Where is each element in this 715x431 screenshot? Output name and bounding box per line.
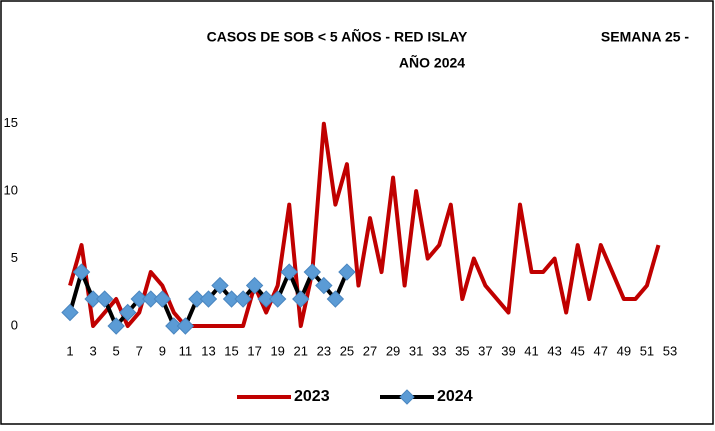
chart-title: AÑO 2024 (399, 54, 465, 71)
y-tick-label: 15 (4, 115, 18, 130)
x-tick-label: 49 (617, 343, 631, 358)
x-tick-label: 19 (270, 343, 284, 358)
x-tick-label: 21 (294, 343, 308, 358)
data-point (234, 290, 252, 308)
data-point (165, 317, 183, 335)
x-tick-label: 35 (455, 343, 469, 358)
x-tick-label: 23 (317, 343, 331, 358)
legend-label: 2023 (294, 388, 330, 405)
data-point (292, 290, 310, 308)
data-point (188, 290, 206, 308)
x-tick-label: 33 (432, 343, 446, 358)
x-tick-label: 7 (136, 343, 143, 358)
data-point (245, 276, 264, 295)
legend-label: 2024 (437, 388, 473, 405)
data-point (153, 290, 172, 308)
x-tick-label: 47 (594, 343, 608, 358)
x-tick-label: 3 (89, 343, 96, 358)
y-tick-label: 10 (4, 183, 18, 198)
data-point (61, 303, 79, 322)
chart-title: CASOS DE SOB < 5 AÑOS - RED ISLAY (207, 28, 468, 45)
data-point (222, 290, 241, 308)
x-tick-label: 15 (224, 343, 238, 358)
x-tick-label: 45 (570, 343, 584, 358)
x-tick-label: 41 (524, 343, 538, 358)
data-point (257, 290, 275, 308)
data-point (84, 290, 102, 308)
x-tick-label: 53 (663, 343, 677, 358)
x-tick-label: 51 (640, 343, 654, 358)
data-point (268, 290, 287, 308)
x-tick-label: 39 (501, 343, 515, 358)
y-tick-label: 0 (11, 317, 18, 332)
x-tick-label: 5 (113, 343, 120, 358)
y-tick-label: 5 (11, 250, 18, 265)
x-tick-label: 29 (386, 343, 400, 358)
x-tick-label: 9 (159, 343, 166, 358)
data-point (303, 263, 322, 281)
data-point (95, 290, 114, 308)
x-tick-label: 27 (363, 343, 377, 358)
data-point (142, 290, 160, 308)
data-point (118, 303, 137, 322)
data-point (326, 290, 345, 308)
data-point (107, 317, 125, 335)
x-tick-label: 43 (547, 343, 561, 358)
x-tick-label: 1 (66, 343, 73, 358)
x-tick-label: 17 (247, 343, 261, 358)
data-point (199, 290, 218, 308)
chart-title: SEMANA 25 - (601, 29, 690, 45)
data-point (280, 263, 298, 281)
data-point (211, 276, 229, 295)
data-point (176, 317, 195, 335)
x-tick-label: 37 (478, 343, 492, 358)
x-tick-label: 25 (340, 343, 354, 358)
data-point (72, 263, 91, 281)
data-point (315, 276, 333, 295)
x-tick-label: 31 (409, 343, 423, 358)
x-tick-label: 11 (179, 343, 193, 358)
data-point (338, 263, 356, 281)
data-point (130, 290, 148, 308)
x-tick-label: 13 (201, 343, 215, 358)
legend-marker (399, 389, 415, 405)
